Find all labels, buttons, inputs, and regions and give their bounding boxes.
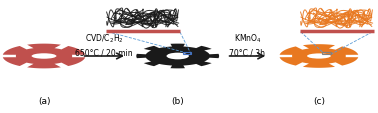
Text: CVD/C$_2$H$_2$
650°C / 20 min: CVD/C$_2$H$_2$ 650°C / 20 min — [76, 32, 133, 57]
Text: (c): (c) — [313, 96, 325, 105]
Circle shape — [167, 53, 189, 60]
Polygon shape — [3, 44, 85, 69]
Bar — [183, 52, 191, 55]
Polygon shape — [136, 44, 219, 69]
Text: (b): (b) — [171, 96, 184, 105]
Polygon shape — [280, 45, 358, 68]
Ellipse shape — [32, 54, 56, 59]
Text: (a): (a) — [38, 96, 50, 105]
Ellipse shape — [307, 54, 331, 59]
Text: KMnO$_4$
70°C / 3h: KMnO$_4$ 70°C / 3h — [229, 32, 265, 57]
Bar — [322, 52, 331, 55]
